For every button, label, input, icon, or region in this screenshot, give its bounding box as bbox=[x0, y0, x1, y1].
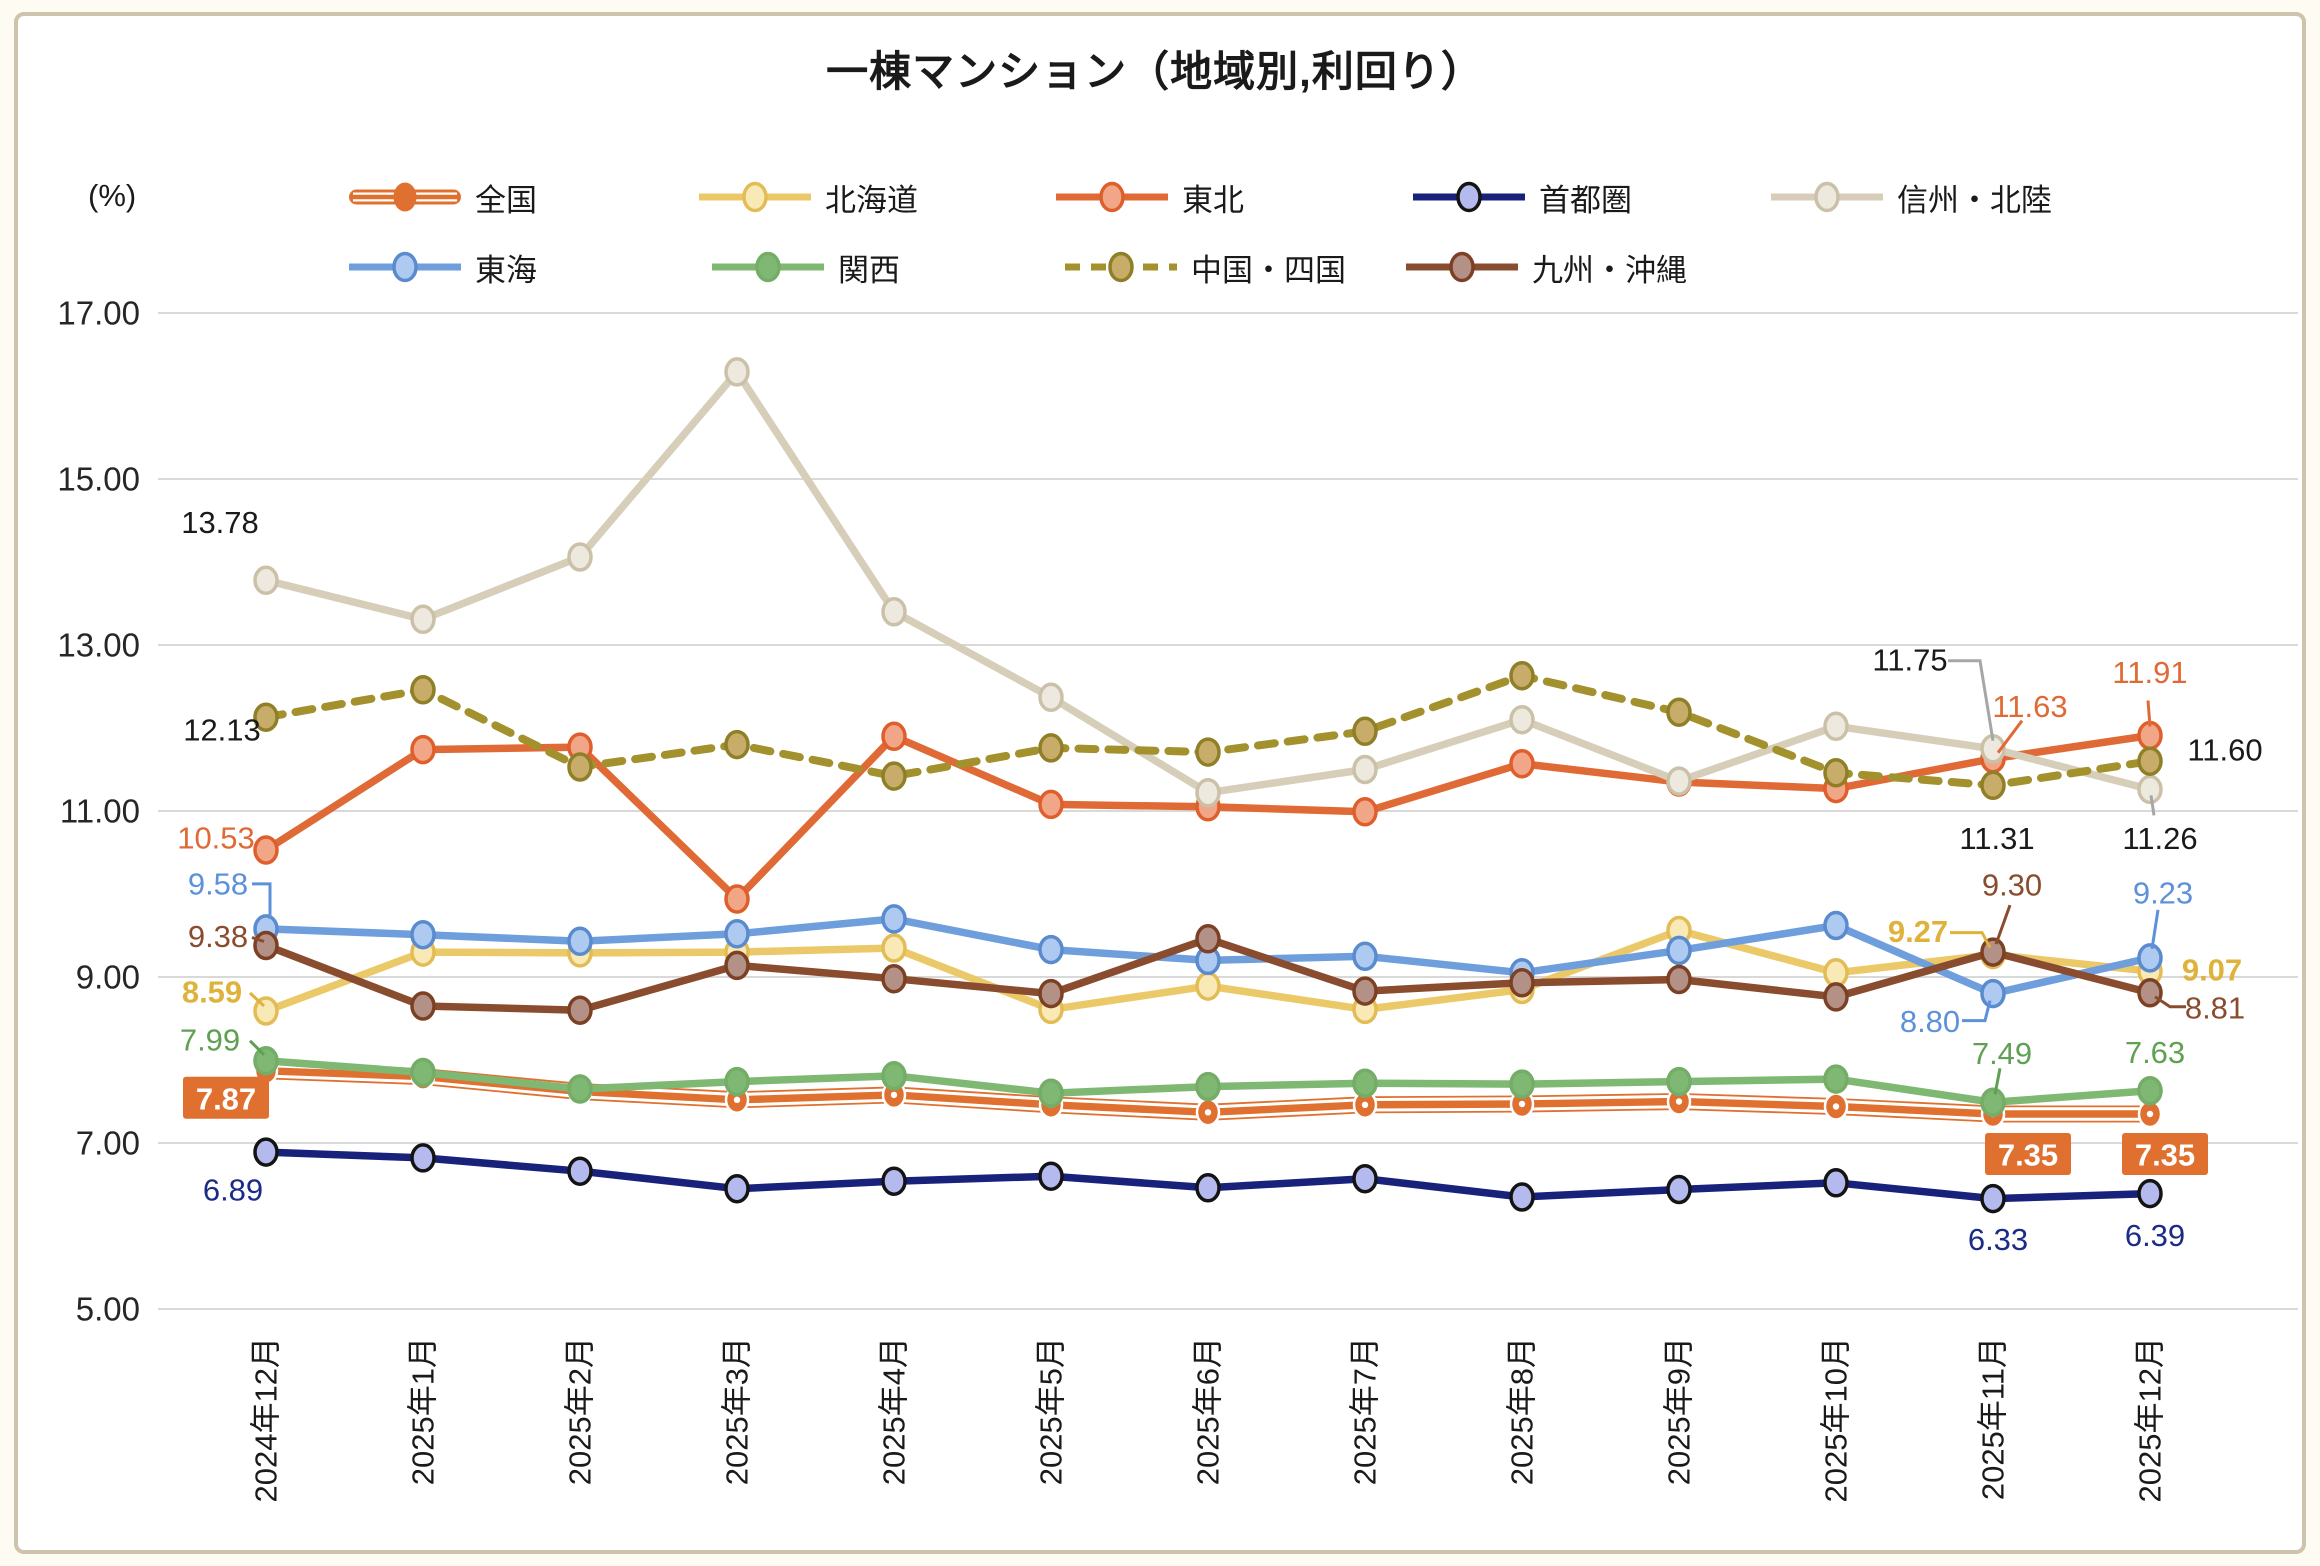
legend-label: 北海道 bbox=[825, 182, 918, 218]
legend-item-shutoken: 首都圏 bbox=[1409, 177, 1632, 218]
legend-label: 東北 bbox=[1182, 182, 1244, 218]
legend-line-swatch-icon bbox=[1406, 251, 1518, 283]
chart-title: 一棟マンション（地域別,利回り） bbox=[826, 48, 1484, 95]
svg-text:9.07: 9.07 bbox=[2182, 953, 2242, 988]
legend-item-tokai: 東海 bbox=[345, 247, 537, 288]
svg-text:13.78: 13.78 bbox=[181, 505, 259, 540]
legend-line-swatch-icon bbox=[1413, 181, 1525, 213]
legend-line-swatch-icon bbox=[349, 182, 461, 212]
svg-text:11.00: 11.00 bbox=[60, 793, 140, 830]
svg-text:11.63: 11.63 bbox=[1992, 689, 2067, 724]
svg-text:8.59: 8.59 bbox=[182, 975, 242, 1010]
svg-text:2025年6月: 2025年6月 bbox=[1191, 1337, 1226, 1485]
svg-text:9.23: 9.23 bbox=[2133, 875, 2193, 910]
svg-text:11.31: 11.31 bbox=[1959, 821, 2034, 856]
svg-text:2025年5月: 2025年5月 bbox=[1034, 1337, 1069, 1485]
svg-text:8.81: 8.81 bbox=[2185, 990, 2245, 1025]
svg-text:6.33: 6.33 bbox=[1968, 1222, 2028, 1257]
legend-label: 九州・沖縄 bbox=[1532, 252, 1687, 288]
svg-text:2025年2月: 2025年2月 bbox=[563, 1337, 598, 1485]
svg-text:6.89: 6.89 bbox=[203, 1173, 263, 1208]
svg-text:2025年4月: 2025年4月 bbox=[877, 1337, 912, 1485]
legend-item-zenkoku: 全国 bbox=[345, 177, 537, 218]
svg-text:8.80: 8.80 bbox=[1900, 1004, 1960, 1039]
svg-text:2025年8月: 2025年8月 bbox=[1505, 1337, 1540, 1485]
legend-line-swatch-icon bbox=[1056, 181, 1168, 213]
legend-label: 信州・北陸 bbox=[1897, 182, 2052, 218]
svg-text:2025年1月: 2025年1月 bbox=[406, 1337, 441, 1485]
svg-text:7.87: 7.87 bbox=[196, 1081, 256, 1116]
svg-text:15.00: 15.00 bbox=[57, 461, 140, 498]
legend-line-swatch-icon bbox=[1065, 251, 1177, 283]
legend-item-kansai: 関西 bbox=[708, 247, 900, 288]
svg-text:2024年12月: 2024年12月 bbox=[249, 1337, 284, 1502]
legend-label: 全国 bbox=[475, 182, 537, 218]
svg-text:5.00: 5.00 bbox=[76, 1291, 140, 1328]
svg-text:9.27: 9.27 bbox=[1888, 914, 1948, 949]
svg-text:11.75: 11.75 bbox=[1872, 642, 1947, 677]
legend-label: 東海 bbox=[475, 252, 537, 288]
legend-label: 首都圏 bbox=[1539, 182, 1632, 218]
svg-text:9.00: 9.00 bbox=[76, 959, 140, 996]
svg-text:2025年3月: 2025年3月 bbox=[720, 1337, 755, 1485]
legend-label: 関西 bbox=[838, 252, 900, 288]
svg-text:2025年11月: 2025年11月 bbox=[1976, 1337, 2011, 1500]
svg-text:2025年9月: 2025年9月 bbox=[1662, 1337, 1697, 1485]
svg-text:9.30: 9.30 bbox=[1982, 868, 2042, 903]
legend-line-swatch-icon bbox=[712, 251, 824, 283]
svg-text:2025年10月: 2025年10月 bbox=[1819, 1337, 1854, 1502]
svg-text:11.60: 11.60 bbox=[2187, 733, 2262, 768]
legend-line-swatch-icon bbox=[1771, 181, 1883, 213]
svg-text:2025年7月: 2025年7月 bbox=[1348, 1337, 1383, 1485]
svg-text:7.00: 7.00 bbox=[76, 1125, 140, 1162]
legend-item-hokkaido: 北海道 bbox=[695, 177, 918, 218]
svg-text:12.13: 12.13 bbox=[183, 713, 261, 748]
svg-text:7.49: 7.49 bbox=[1972, 1036, 2032, 1071]
svg-text:7.99: 7.99 bbox=[180, 1022, 240, 1057]
svg-text:11.91: 11.91 bbox=[2112, 655, 2187, 690]
svg-text:6.39: 6.39 bbox=[2125, 1218, 2185, 1253]
svg-text:2025年12月: 2025年12月 bbox=[2133, 1337, 2168, 1502]
legend-item-kyushu_okinawa: 九州・沖縄 bbox=[1402, 247, 1687, 288]
svg-text:10.53: 10.53 bbox=[177, 821, 255, 856]
svg-text:9.58: 9.58 bbox=[188, 866, 248, 901]
svg-text:7.35: 7.35 bbox=[1998, 1138, 2058, 1173]
legend-line-swatch-icon bbox=[349, 251, 461, 283]
legend-label: 中国・四国 bbox=[1191, 252, 1346, 288]
y-axis-unit-label: (%) bbox=[88, 178, 137, 213]
svg-text:9.38: 9.38 bbox=[188, 919, 248, 954]
svg-text:11.26: 11.26 bbox=[2122, 821, 2197, 856]
legend-line-swatch-icon bbox=[699, 181, 811, 213]
svg-text:7.63: 7.63 bbox=[2125, 1035, 2185, 1070]
svg-text:13.00: 13.00 bbox=[57, 627, 140, 664]
svg-text:17.00: 17.00 bbox=[57, 295, 140, 332]
legend-item-shinshu_hokuriku: 信州・北陸 bbox=[1767, 177, 2052, 218]
legend-item-tohoku: 東北 bbox=[1052, 177, 1244, 218]
legend-item-chugoku_shikoku: 中国・四国 bbox=[1061, 247, 1346, 288]
svg-text:7.35: 7.35 bbox=[2135, 1138, 2195, 1173]
